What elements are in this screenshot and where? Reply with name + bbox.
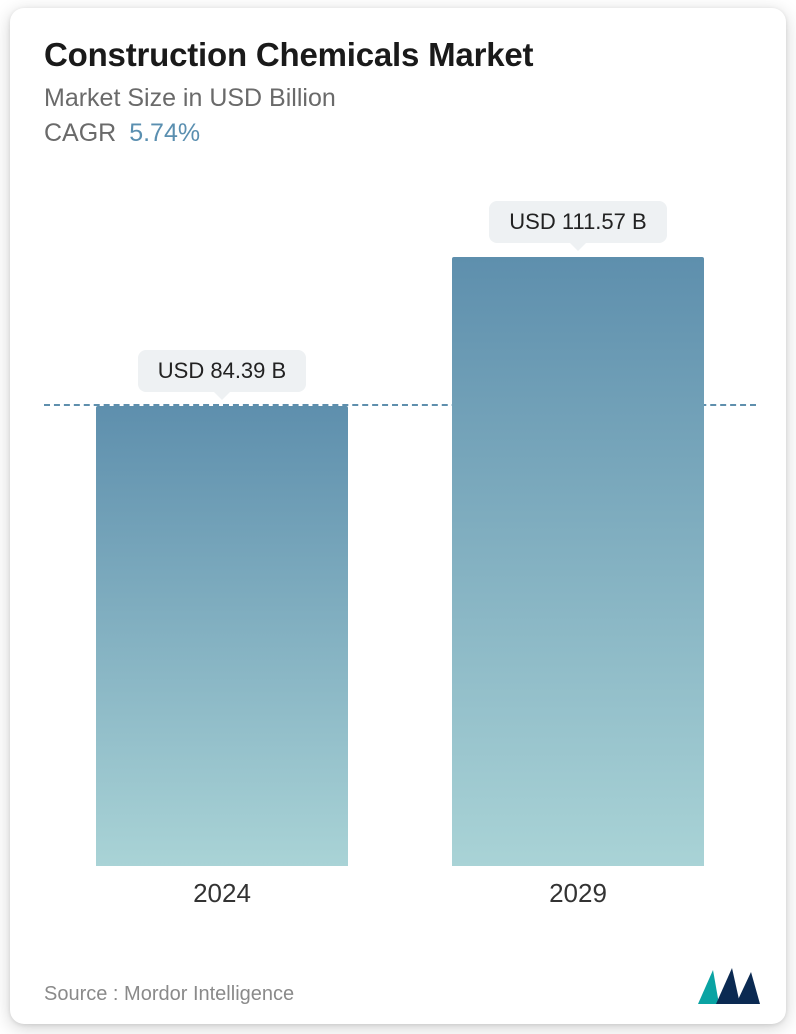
value-pill-1: USD 111.57 B bbox=[489, 201, 666, 243]
chart-area: USD 84.39 B USD 111.57 B 2024 2029 bbox=[44, 198, 756, 914]
cagr-line: CAGR 5.74% bbox=[44, 119, 756, 148]
x-label-1: 2029 bbox=[414, 870, 742, 909]
x-label-0: 2024 bbox=[58, 870, 386, 909]
cagr-label: CAGR bbox=[44, 119, 116, 147]
bars-wrap: USD 84.39 B USD 111.57 B bbox=[44, 198, 756, 866]
bar-slot-1: USD 111.57 B bbox=[414, 201, 742, 866]
x-axis-labels: 2024 2029 bbox=[44, 870, 756, 914]
source-text: Source : Mordor Intelligence bbox=[44, 983, 294, 1006]
bar-1 bbox=[452, 257, 704, 866]
bar-slot-0: USD 84.39 B bbox=[58, 350, 386, 866]
chart-card: Construction Chemicals Market Market Siz… bbox=[10, 8, 786, 1024]
bar-0 bbox=[96, 406, 348, 866]
page-title: Construction Chemicals Market bbox=[44, 36, 756, 74]
brand-logo-icon bbox=[696, 966, 762, 1006]
subtitle: Market Size in USD Billion bbox=[44, 84, 756, 113]
cagr-value: 5.74% bbox=[129, 119, 200, 147]
footer: Source : Mordor Intelligence bbox=[44, 966, 762, 1006]
value-pill-0: USD 84.39 B bbox=[138, 350, 306, 392]
